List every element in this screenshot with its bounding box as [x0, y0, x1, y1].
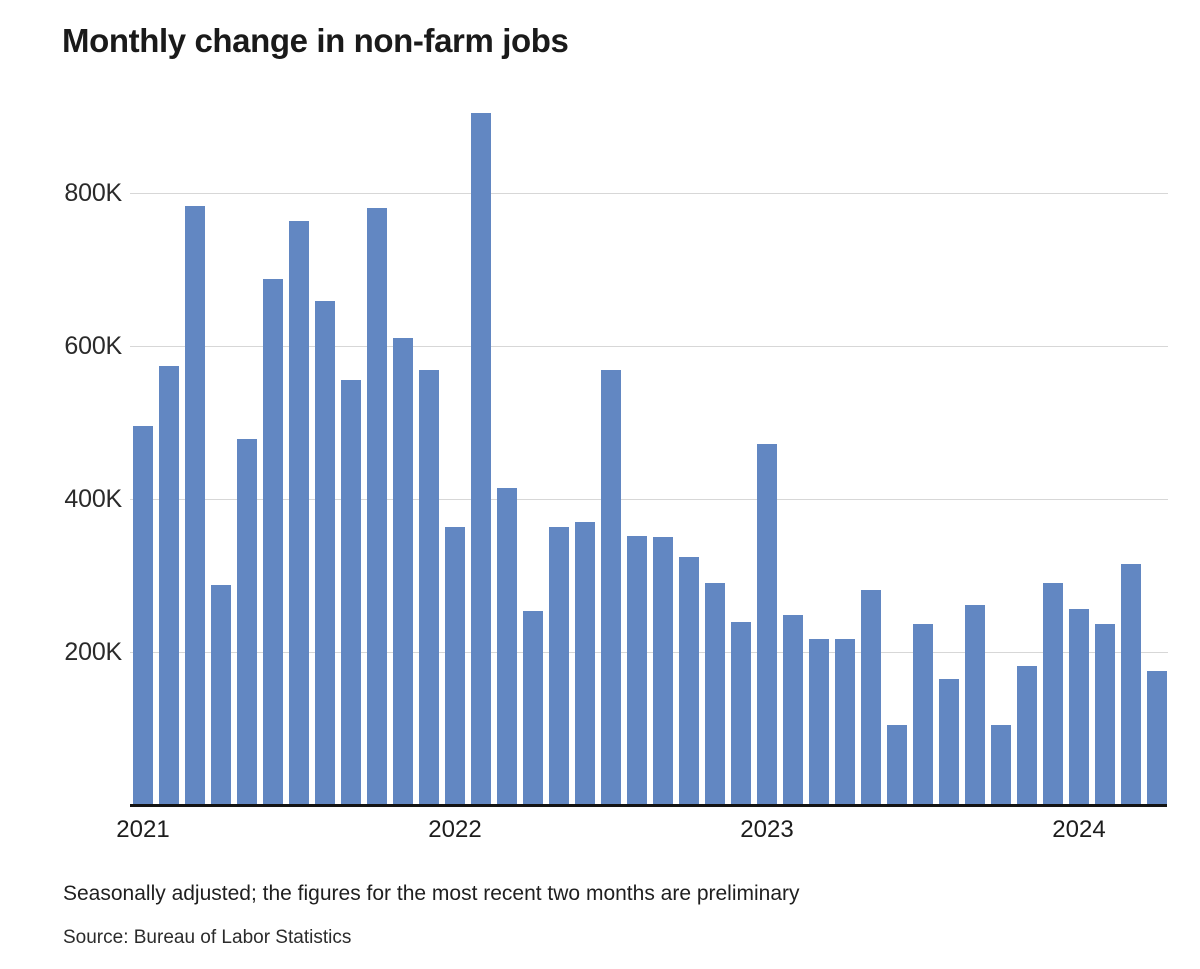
- bar: [1069, 609, 1089, 805]
- bar: [1095, 624, 1115, 805]
- bar: [185, 206, 205, 805]
- footnote: Seasonally adjusted; the figures for the…: [63, 882, 800, 905]
- bar: [679, 557, 699, 805]
- x-tick-label-2022: 2022: [428, 816, 482, 843]
- bar: [913, 624, 933, 805]
- bar: [1043, 583, 1063, 805]
- bar: [159, 366, 179, 805]
- chart-title: Monthly change in non-farm jobs: [62, 22, 569, 59]
- bar: [627, 536, 647, 805]
- bar: [419, 370, 439, 805]
- bar: [757, 444, 777, 805]
- bar: [575, 522, 595, 805]
- bar: [1121, 564, 1141, 805]
- y-tick-label: 800K: [64, 179, 122, 207]
- x-axis-baseline: [130, 804, 1167, 807]
- bar: [263, 279, 283, 805]
- bar: [835, 639, 855, 805]
- bar: [783, 615, 803, 805]
- y-tick-label: 400K: [64, 485, 122, 513]
- bar: [341, 380, 361, 805]
- x-tick-label-2024: 2024: [1052, 816, 1106, 843]
- y-gridline-200K: [130, 652, 1168, 653]
- bar: [653, 537, 673, 805]
- x-tick-label-2023: 2023: [740, 816, 794, 843]
- bar: [939, 679, 959, 805]
- bar: [497, 488, 517, 805]
- bar: [211, 585, 231, 805]
- source-note: Source: Bureau of Labor Statistics: [63, 927, 352, 948]
- y-gridline-600K: [130, 346, 1168, 347]
- bar: [861, 590, 881, 805]
- bar: [133, 426, 153, 805]
- bar: [705, 583, 725, 805]
- bar: [471, 113, 491, 805]
- bar: [289, 221, 309, 805]
- bar: [1017, 666, 1037, 805]
- bar: [549, 527, 569, 805]
- bar: [731, 622, 751, 805]
- bar: [315, 301, 335, 805]
- bar: [809, 639, 829, 805]
- y-tick-label: 600K: [64, 332, 122, 360]
- bar: [1147, 671, 1167, 805]
- bar: [523, 611, 543, 805]
- bar: [237, 439, 257, 805]
- bar: [393, 338, 413, 805]
- bar: [445, 527, 465, 805]
- bar: [991, 725, 1011, 805]
- bar: [965, 605, 985, 805]
- bar: [367, 208, 387, 805]
- y-tick-label: 200K: [64, 638, 122, 666]
- y-gridline-400K: [130, 499, 1168, 500]
- y-gridline-800K: [130, 193, 1168, 194]
- bar: [601, 370, 621, 805]
- x-tick-label-2021: 2021: [116, 816, 170, 843]
- bar: [887, 725, 907, 805]
- plot-area: 800K 600K 400K 200K 2021 2022 2023 2024: [64, 113, 1168, 843]
